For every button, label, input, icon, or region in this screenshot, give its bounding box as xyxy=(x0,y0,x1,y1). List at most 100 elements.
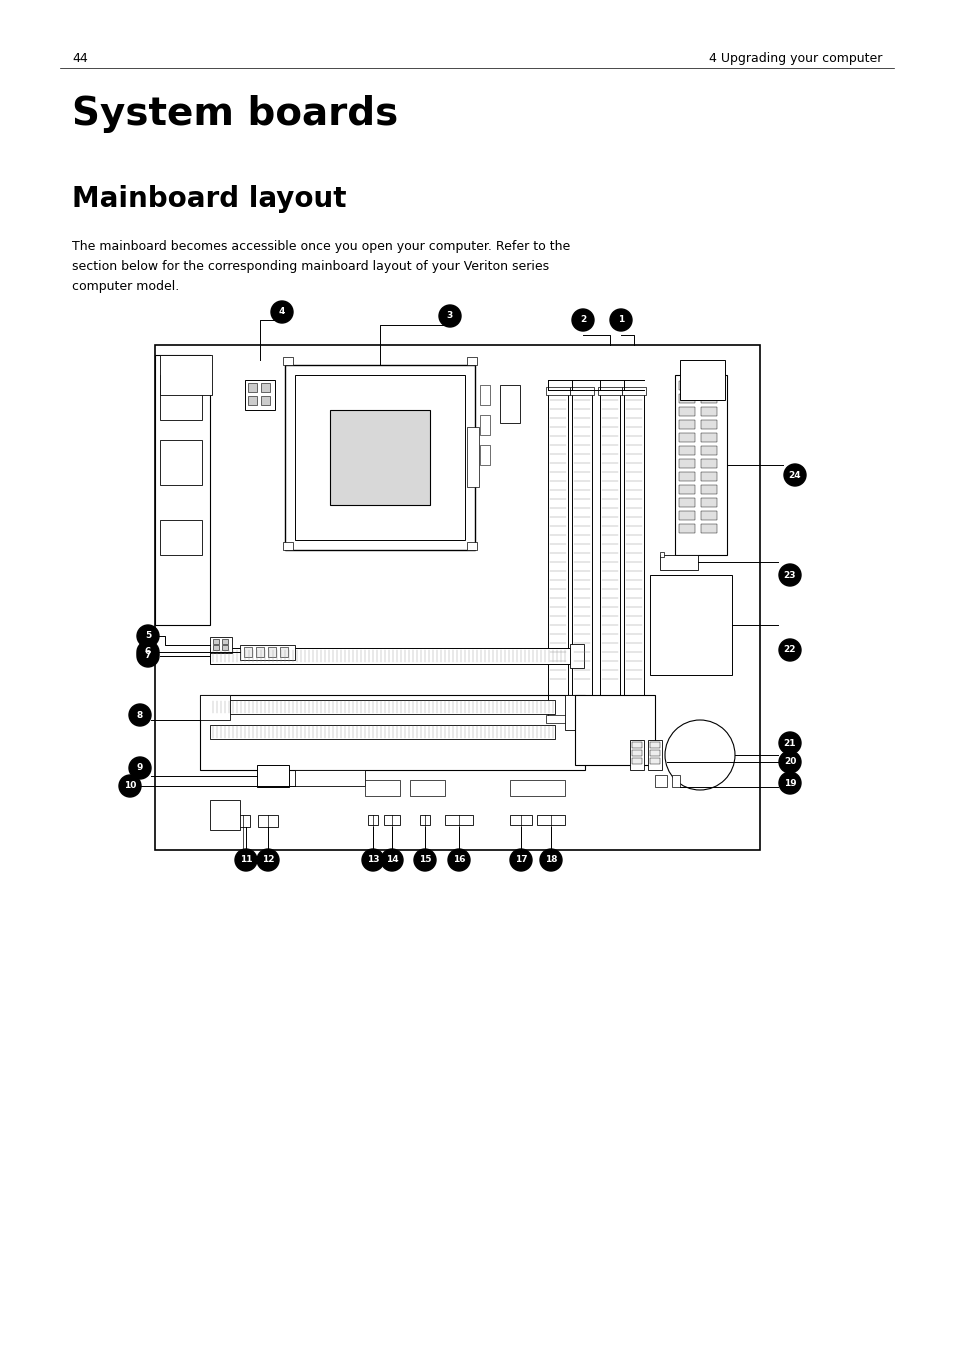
Bar xyxy=(679,433,695,442)
Circle shape xyxy=(438,305,460,327)
Bar xyxy=(213,645,219,650)
Bar xyxy=(679,459,695,468)
Text: 44: 44 xyxy=(71,52,88,64)
Bar xyxy=(210,648,569,664)
Bar xyxy=(154,355,210,626)
Bar xyxy=(700,511,717,520)
Circle shape xyxy=(779,732,801,754)
Bar xyxy=(257,815,277,827)
Bar xyxy=(160,375,202,420)
Bar xyxy=(700,394,717,402)
Circle shape xyxy=(510,849,532,871)
Text: 15: 15 xyxy=(418,856,431,864)
Bar xyxy=(283,542,293,550)
Bar xyxy=(572,390,592,720)
Text: 11: 11 xyxy=(239,856,252,864)
Bar xyxy=(160,355,212,396)
Bar xyxy=(569,387,594,396)
Bar xyxy=(245,381,274,409)
Bar xyxy=(547,390,567,720)
Bar xyxy=(210,726,555,739)
Bar xyxy=(659,554,698,570)
Bar xyxy=(700,407,717,416)
Bar xyxy=(679,498,695,507)
Bar xyxy=(235,815,250,827)
Bar xyxy=(256,765,289,787)
Bar xyxy=(599,390,619,720)
Text: The mainboard becomes accessible once you open your computer. Refer to the: The mainboard becomes accessible once yo… xyxy=(71,240,570,253)
Bar xyxy=(623,390,643,720)
Bar xyxy=(675,375,726,554)
Bar xyxy=(679,420,695,428)
Circle shape xyxy=(380,849,402,871)
Text: section below for the corresponding mainboard layout of your Veriton series: section below for the corresponding main… xyxy=(71,260,549,272)
Text: 16: 16 xyxy=(453,856,465,864)
Bar xyxy=(499,385,519,423)
Bar xyxy=(679,407,695,416)
Text: 20: 20 xyxy=(783,757,796,767)
Bar xyxy=(384,815,399,826)
Text: 17: 17 xyxy=(515,856,527,864)
Bar xyxy=(510,780,564,795)
Bar xyxy=(655,775,666,787)
Circle shape xyxy=(664,720,734,790)
Bar xyxy=(365,780,399,795)
Bar xyxy=(467,542,476,550)
Circle shape xyxy=(129,704,151,726)
Bar xyxy=(160,439,202,485)
Bar xyxy=(210,700,555,715)
Text: 8: 8 xyxy=(136,711,143,720)
Bar xyxy=(700,472,717,481)
Text: Mainboard layout: Mainboard layout xyxy=(71,185,346,214)
Text: 4: 4 xyxy=(278,308,285,316)
Bar xyxy=(679,360,724,400)
Text: computer model.: computer model. xyxy=(71,281,179,293)
Bar xyxy=(649,750,659,756)
Circle shape xyxy=(783,464,805,486)
Text: 1: 1 xyxy=(618,315,623,324)
Text: 7: 7 xyxy=(145,652,151,660)
Circle shape xyxy=(361,849,384,871)
Circle shape xyxy=(448,849,470,871)
Bar xyxy=(647,741,661,769)
Circle shape xyxy=(119,775,141,797)
Bar xyxy=(671,775,679,787)
Bar xyxy=(248,383,256,392)
Bar xyxy=(700,498,717,507)
Text: 14: 14 xyxy=(385,856,398,864)
Bar xyxy=(679,485,695,494)
Circle shape xyxy=(539,849,561,871)
Bar xyxy=(200,695,584,769)
Bar xyxy=(210,799,240,830)
Text: 2: 2 xyxy=(579,315,585,324)
Bar xyxy=(419,815,430,826)
Text: 19: 19 xyxy=(782,779,796,787)
Circle shape xyxy=(779,752,801,773)
Bar xyxy=(294,375,464,539)
Bar xyxy=(700,446,717,455)
Bar xyxy=(700,459,717,468)
Circle shape xyxy=(779,772,801,794)
Text: System boards: System boards xyxy=(71,94,397,133)
Bar xyxy=(700,420,717,428)
Bar xyxy=(268,648,275,657)
Circle shape xyxy=(779,639,801,661)
Text: 21: 21 xyxy=(783,738,796,747)
Text: 3: 3 xyxy=(446,312,453,320)
Bar xyxy=(537,815,564,826)
Text: 5: 5 xyxy=(145,631,151,641)
Text: 6: 6 xyxy=(145,648,151,657)
Bar xyxy=(479,445,490,465)
Text: 4 Upgrading your computer: 4 Upgrading your computer xyxy=(708,52,882,64)
Bar xyxy=(679,381,695,390)
Bar xyxy=(222,645,228,650)
Bar xyxy=(261,396,270,405)
Bar xyxy=(679,446,695,455)
Bar xyxy=(285,366,475,550)
Circle shape xyxy=(137,645,159,667)
Bar xyxy=(467,357,476,366)
Bar xyxy=(631,742,641,747)
Bar xyxy=(255,648,264,657)
Bar xyxy=(700,524,717,533)
Bar xyxy=(248,396,256,405)
